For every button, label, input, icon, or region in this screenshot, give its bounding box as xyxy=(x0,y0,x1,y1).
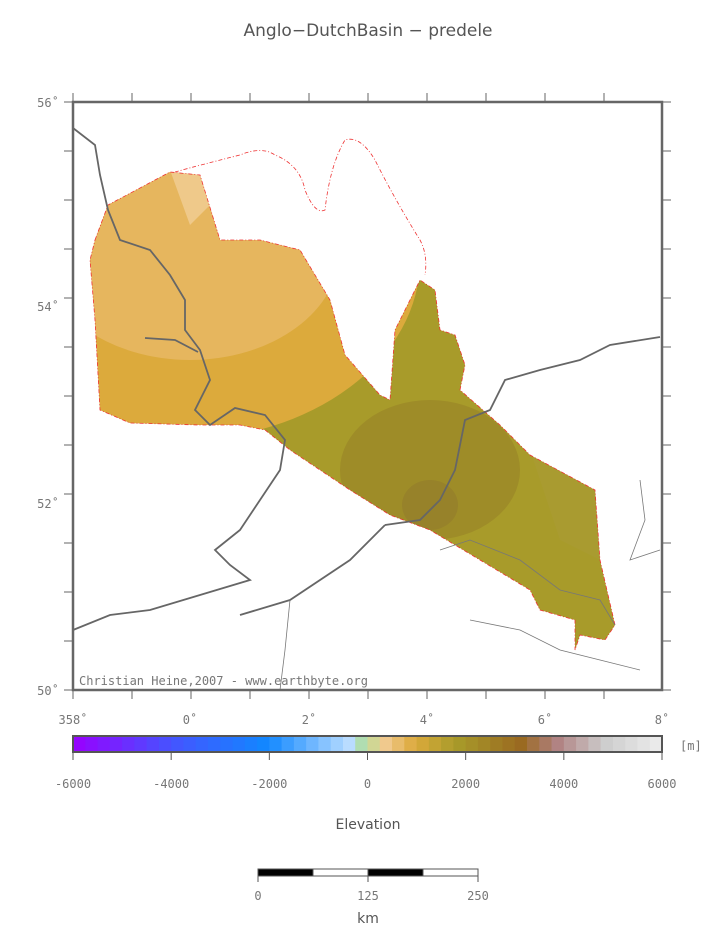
colorbar-tick-label: -6000 xyxy=(55,777,91,791)
colorbar-segment xyxy=(428,736,442,752)
lon-tick-label: 0˚ xyxy=(183,712,197,727)
colorbar-segment xyxy=(514,736,528,752)
colorbar-segment xyxy=(109,736,123,752)
colorbar-segment xyxy=(85,736,99,752)
colorbar-segment xyxy=(306,736,319,752)
lat-tick-label: 52˚ xyxy=(37,496,59,511)
scalebar-unit: km xyxy=(357,911,379,927)
colorbar-segment xyxy=(158,736,172,752)
colorbar-segment xyxy=(612,736,626,752)
colorbar-segment xyxy=(318,736,332,752)
lon-tick-label: 2˚ xyxy=(302,712,316,727)
map: Christian Heine,2007 - www.earthbyte.org xyxy=(71,100,664,692)
scalebar-tick-label: 0 xyxy=(254,889,261,903)
lon-tick-label: 8˚ xyxy=(655,712,669,727)
colorbar-segment xyxy=(330,736,344,752)
basin-boundary xyxy=(174,138,427,276)
colorbar-segment xyxy=(551,736,565,752)
colorbar-segment xyxy=(183,736,197,752)
colorbar-segment xyxy=(477,736,491,752)
colorbar-segment xyxy=(269,736,283,752)
colorbar-segment xyxy=(539,736,553,752)
lat-tick-label: 56˚ xyxy=(37,95,59,110)
colorbar-segment xyxy=(232,736,246,752)
scalebar-segment xyxy=(422,868,479,877)
scalebar-segment xyxy=(367,868,424,877)
colorbar-segment xyxy=(600,736,614,752)
colorbar-segment xyxy=(563,736,577,752)
lat-tick-label: 54˚ xyxy=(37,299,59,314)
colorbar-segment xyxy=(490,736,503,752)
lat-tick-label: 50˚ xyxy=(37,683,59,698)
colorbar-segment xyxy=(367,736,381,752)
coastlines xyxy=(72,127,661,631)
colorbar-segment xyxy=(465,736,479,752)
colorbar-segment xyxy=(342,736,356,752)
colorbar-segment xyxy=(637,736,651,752)
colorbar-segment xyxy=(392,736,405,752)
colorbar-segment xyxy=(649,736,663,752)
credit: Christian Heine,2007 - www.earthbyte.org xyxy=(79,674,368,688)
colorbar-unit: [m] xyxy=(680,739,702,753)
colorbar-segment xyxy=(576,736,589,752)
colorbar-segment xyxy=(416,736,430,752)
colorbar-segment xyxy=(281,736,295,752)
colorbar-segment xyxy=(257,736,270,752)
colorbar-segment xyxy=(625,736,638,752)
scalebar-segment xyxy=(257,868,314,877)
colorbar-segment xyxy=(220,736,234,752)
lon-tick-label: 358˚ xyxy=(59,712,88,727)
colorbar-tick-label: 6000 xyxy=(648,777,677,791)
colorbar-tick-label: 2000 xyxy=(451,777,480,791)
lon-tick-label: 4˚ xyxy=(420,712,434,727)
colorbar-segment xyxy=(207,736,221,752)
colorbar-segment xyxy=(73,736,86,752)
colorbar-segment xyxy=(453,736,467,752)
colorbar-segment xyxy=(244,736,258,752)
colorbar-segment xyxy=(97,736,111,752)
scalebar-tick-label: 125 xyxy=(357,889,379,903)
scalebar-segment xyxy=(312,868,369,877)
colorbar-segment xyxy=(588,736,602,752)
lon-tick-label: 6˚ xyxy=(538,712,552,727)
colorbar-segment xyxy=(527,736,540,752)
basin-fill xyxy=(90,172,615,650)
colorbar-tick-label: -2000 xyxy=(251,777,287,791)
scalebar-tick-label: 250 xyxy=(467,889,489,903)
colorbar-label: Elevation xyxy=(335,817,400,833)
colorbar-segment xyxy=(502,736,516,752)
colorbar-segment xyxy=(134,736,148,752)
colorbar-tick-label: -4000 xyxy=(153,777,189,791)
colorbar-segment xyxy=(146,736,160,752)
colorbar-tick-label: 4000 xyxy=(549,777,578,791)
basin-outline xyxy=(89,171,616,651)
colorbar-segment xyxy=(404,736,418,752)
title: Anglo−DutchBasin − predele xyxy=(244,21,493,41)
colorbar-segment xyxy=(171,736,184,752)
colorbar-segment xyxy=(195,736,209,752)
colorbar-segment xyxy=(355,736,368,752)
colorbar-segment xyxy=(379,736,393,752)
colorbar-segment xyxy=(122,736,135,752)
colorbar-segment xyxy=(441,736,454,752)
borders xyxy=(279,479,661,691)
colorbar-segment xyxy=(293,736,307,752)
colorbar-tick-label: 0 xyxy=(364,777,371,791)
